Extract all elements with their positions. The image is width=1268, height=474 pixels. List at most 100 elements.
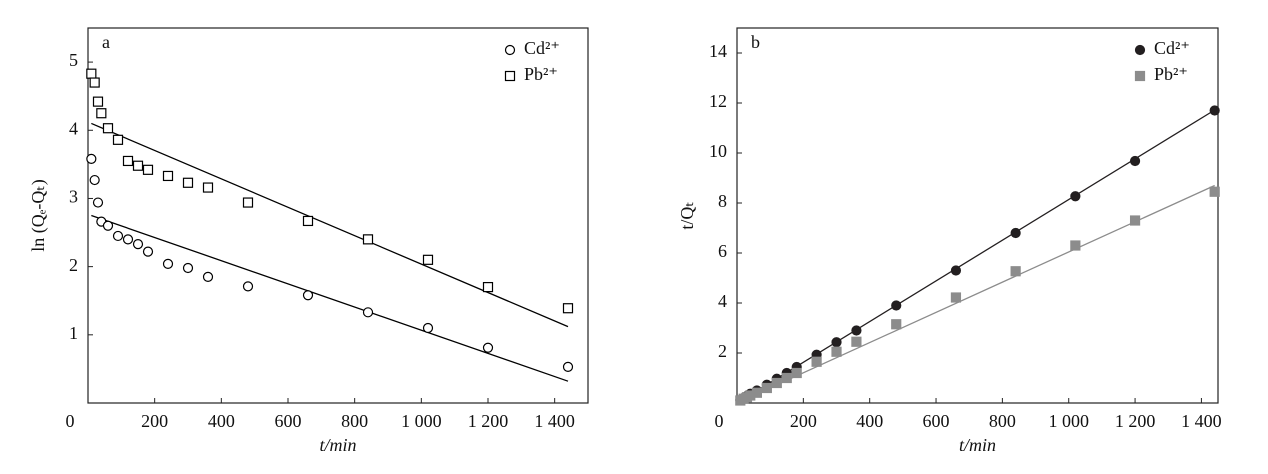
point [89, 174, 100, 186]
point [92, 197, 104, 208]
y-tick-label: 8 [718, 191, 727, 211]
x-tick-label: 1 200 [1115, 411, 1156, 431]
point [1070, 240, 1081, 251]
x-tick-label: 400 [208, 411, 235, 431]
x-axis-label: t/min [959, 435, 996, 455]
point [162, 258, 174, 270]
panel-label: a [102, 32, 110, 52]
y-tick-label: 4 [69, 118, 78, 138]
x-tick-label: 600 [275, 411, 302, 431]
legend-marker [504, 44, 516, 56]
point [1070, 191, 1081, 202]
legend-label: Pb²⁺ [524, 64, 558, 84]
x-tick-label: 200 [790, 411, 817, 431]
point [132, 239, 144, 250]
legend-marker [1134, 70, 1146, 82]
point [182, 177, 194, 188]
point [182, 262, 194, 274]
fit-line [736, 184, 1215, 404]
x-tick-label: 1 400 [1181, 411, 1222, 431]
point [102, 220, 114, 231]
point [96, 108, 107, 119]
fit-line [736, 109, 1216, 404]
point [86, 68, 97, 79]
point [112, 230, 124, 242]
y-tick-label: 3 [69, 187, 78, 207]
y-tick-label: 6 [718, 241, 727, 261]
x-tick-label: 400 [856, 411, 883, 431]
x-tick-label: 800 [989, 411, 1016, 431]
point [242, 197, 254, 208]
point [132, 160, 144, 171]
point [362, 307, 374, 318]
point [1209, 105, 1220, 116]
x-tick-label: 0 [715, 411, 724, 431]
point [831, 346, 842, 357]
fit-line [91, 214, 569, 382]
x-tick-label: 1 200 [468, 411, 509, 431]
point [302, 215, 314, 227]
legend-marker [1134, 44, 1146, 56]
point [781, 372, 792, 384]
y-axis-label: ln (Qₑ-Qₜ) [28, 179, 49, 251]
point [92, 96, 104, 107]
point [202, 182, 214, 193]
y-tick-label: 14 [709, 41, 727, 61]
legend-marker [504, 70, 516, 82]
point [89, 77, 100, 88]
point [851, 325, 862, 336]
point [751, 387, 763, 398]
x-tick-label: 0 [66, 411, 75, 431]
point [102, 123, 114, 134]
x-axis-label: t/min [319, 435, 356, 455]
plot-frame [736, 27, 1219, 404]
point [86, 153, 97, 165]
point [831, 337, 842, 348]
point [162, 170, 174, 182]
legend-label: Cd²⁺ [524, 38, 560, 58]
y-tick-label: 4 [718, 291, 727, 311]
point [482, 342, 494, 353]
point [142, 246, 154, 257]
plot-frame [87, 27, 589, 404]
y-tick-label: 2 [718, 341, 727, 361]
x-tick-label: 1 000 [1048, 411, 1089, 431]
x-tick-label: 200 [141, 411, 168, 431]
point [891, 319, 902, 330]
point [122, 155, 134, 167]
point [891, 300, 902, 311]
point [362, 234, 374, 245]
point [1010, 227, 1021, 239]
fit-line [91, 122, 569, 328]
y-tick-label: 2 [69, 255, 78, 275]
x-tick-label: 800 [341, 411, 368, 431]
point [771, 377, 782, 389]
point [422, 254, 434, 265]
point [950, 265, 962, 276]
x-tick-label: 1 000 [401, 411, 442, 431]
point [562, 361, 574, 372]
x-tick-label: 1 400 [534, 411, 575, 431]
legend-label: Cd²⁺ [1154, 38, 1190, 58]
point [791, 367, 802, 379]
y-tick-label: 12 [709, 91, 727, 111]
point [1129, 215, 1141, 226]
y-axis-label: t/Qₜ [677, 201, 697, 229]
y-tick-label: 1 [69, 323, 78, 343]
point [1209, 186, 1220, 197]
panel-label: b [751, 32, 760, 52]
point [761, 382, 772, 394]
legend-label: Pb²⁺ [1154, 64, 1188, 84]
point [851, 336, 862, 347]
point [202, 271, 214, 282]
point [302, 290, 314, 301]
point [122, 234, 134, 245]
point [242, 281, 254, 292]
x-tick-label: 600 [923, 411, 950, 431]
y-tick-label: 10 [709, 141, 727, 161]
point [1129, 155, 1141, 167]
point [142, 164, 154, 175]
point [950, 292, 962, 303]
point [562, 303, 574, 314]
